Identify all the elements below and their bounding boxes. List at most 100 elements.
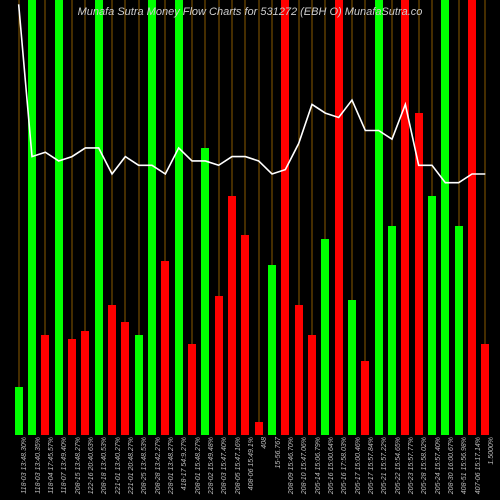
bar [95,0,103,435]
bar-slot [185,0,198,435]
x-axis-label: 208-30 16:00.67% [448,437,455,494]
bar-slot [345,0,358,435]
bar [268,265,276,435]
x-axis-label: 205-23 15:57.77% [408,437,415,494]
x-axis-label: 205-14 15:06.79% [315,437,322,494]
x-axis-label: 221-01 20:48.27% [128,437,135,494]
x-axis-label: 418-17 54:9.27% [181,437,188,490]
bar-slot [212,0,225,435]
bar-slot [39,0,52,435]
x-axis-label: 408-51 15:56.98% [461,437,468,494]
bar [415,113,423,435]
x-axis-label: 205-22 15:54.65% [395,437,402,494]
x-axis-label: 15-56.767 [275,437,282,469]
bar-slot [145,0,158,435]
bar [295,305,303,436]
bar-slot [239,0,252,435]
bar-slot [105,0,118,435]
bar [81,331,89,435]
gridline [18,0,19,435]
bar-slot [172,0,185,435]
x-axis-label: 408-06 15:49.1% [248,437,255,490]
bar-slot [25,0,38,435]
bar-slot [279,0,292,435]
bar-slot [132,0,145,435]
bar [148,0,156,435]
x-axis-label: 208-10 15:47.06% [301,437,308,494]
bar [361,361,369,435]
bar-slot [159,0,172,435]
x-axis-label: 205-21 15:57.22% [381,437,388,494]
x-axis-label: 205-24 15:57.40% [435,437,442,494]
bar [161,261,169,435]
x-axis-label: 118-04 17:45.57% [48,437,55,494]
x-axis-label: 208-15 13:48.27% [75,437,82,494]
bar [68,339,76,435]
x-axis-label: 208-25 13:48.53% [141,437,148,494]
x-axis-label: 118-03 13:40.35% [35,437,42,494]
chart-title: Munafa Sutra Money Flow Charts for 53127… [0,6,500,18]
bar-slot [319,0,332,435]
bar-slot [372,0,385,435]
bar [28,0,36,435]
bar [228,196,236,435]
x-axis-label: 407-06 15:17.14% [475,437,482,494]
x-axis-label: 208-03 15:47.40% [221,437,228,494]
plot-area [12,0,492,435]
x-axis-labels: 118-03 13:48.30%118-03 13:40.35%118-04 1… [12,437,492,500]
bar [108,305,116,436]
x-axis-label: 208-09 15:46.70% [288,437,295,494]
bar [335,0,343,435]
x-axis-label: 205-17 15:57.84% [368,437,375,494]
x-axis-label: 208-28 13:42.27% [155,437,162,494]
bar [375,0,383,435]
bar-slot [412,0,425,435]
x-axis-label: 205-16 15:00.64% [328,437,335,494]
bar-slot [465,0,478,435]
bar-slot [225,0,238,435]
bar-slot [265,0,278,435]
x-axis-label: 118-07 13:49.40% [61,437,68,494]
bar-slot [65,0,78,435]
x-axis-label: 408 [261,437,268,449]
bar [281,0,289,435]
bar-slot [12,0,25,435]
x-axis-label: 228-02 15:49.48% [208,437,215,494]
bar [455,226,463,435]
bar [428,196,436,435]
bar-slot [292,0,305,435]
bar [441,0,449,435]
bar [401,0,409,435]
bar-slot [359,0,372,435]
bar [481,344,489,435]
bar-slot [305,0,318,435]
x-axis-label: 221-01 13:40.27% [115,437,122,494]
x-axis-label: 208-01 15:48.27% [195,437,202,494]
bar [468,0,476,435]
bar [175,0,183,435]
bar [348,300,356,435]
x-axis-label: 122-16 20:40.63% [88,437,95,494]
bar-slot [439,0,452,435]
bar-slot [399,0,412,435]
bar-slot [479,0,492,435]
bar [15,387,23,435]
x-axis-label: 208-18 13:40.53% [101,437,108,494]
bar [41,335,49,435]
bar [255,422,263,435]
bar [241,235,249,435]
x-axis-label: 228-01 13:48.27% [168,437,175,494]
bar-slot [385,0,398,435]
money-flow-chart: Munafa Sutra Money Flow Charts for 53127… [0,0,500,500]
bar-slot [332,0,345,435]
bar [121,322,129,435]
bar-slot [452,0,465,435]
bar [388,226,396,435]
bar-slot [52,0,65,435]
gridline [258,0,259,435]
bar [55,0,63,435]
bar-slot [199,0,212,435]
bar-slot [119,0,132,435]
bar-slot [92,0,105,435]
bar [135,335,143,435]
